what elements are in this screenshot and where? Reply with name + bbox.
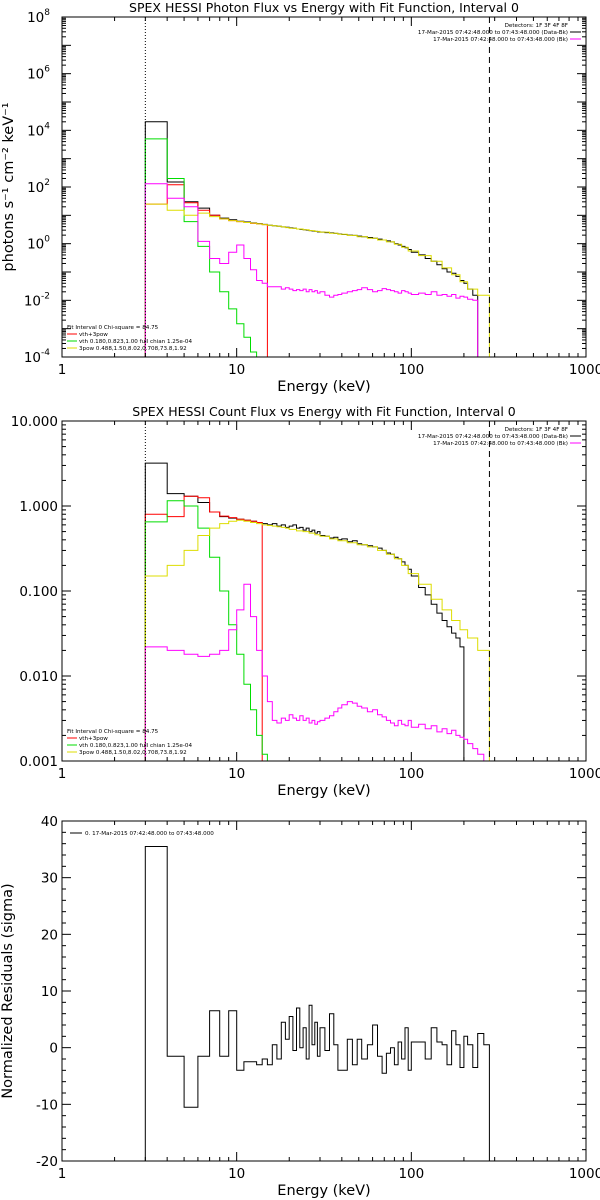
series-line-5: [144, 583, 490, 761]
y-tick-label: 100: [27, 235, 50, 253]
y-tick-label: 30: [41, 871, 58, 887]
y-axis-label: Normalized Residuals (sigma): [0, 883, 16, 1098]
y-tick-label: 0.100: [19, 584, 58, 600]
x-tick-label: 100: [398, 1166, 424, 1182]
tick-base: 10: [27, 10, 44, 26]
y-tick-label: 10.000: [11, 414, 58, 430]
legend-entry: 17-Mar-2015 07:42:48.000 to 07:43:48.000…: [418, 30, 568, 36]
legend-entry: 3pow 0.488,1.50,8.02,0.708,73.8,1.92: [79, 346, 187, 352]
x-axis-label: Energy (keV): [277, 1183, 370, 1199]
tick-exponent: -2: [41, 291, 50, 301]
tick-exponent: 4: [44, 121, 50, 131]
y-tick-label: 0: [49, 1041, 58, 1057]
y-tick-label: 0.010: [19, 669, 58, 685]
tick-exponent: 6: [44, 65, 50, 75]
y-tick-label: 108: [27, 8, 50, 26]
y-tick-label: 40: [41, 814, 58, 830]
panel-1: SPEX HESSI Photon Flux vs Energy with Fi…: [1, 0, 600, 395]
series-group: [144, 121, 490, 357]
legend-entry: Detectors: 1F 3F 4F 8F: [505, 23, 568, 29]
plot-frame: [61, 16, 587, 358]
y-tick-label: 20: [41, 927, 58, 943]
x-tick-label: 1: [58, 766, 67, 782]
y-tick-label: 102: [27, 178, 50, 196]
series-line-3: [144, 138, 258, 357]
tick-exponent: 8: [44, 8, 50, 18]
tick-base: 10: [24, 350, 41, 366]
y-tick-label: 10-4: [24, 348, 50, 366]
y-axis-label: photons s⁻¹ cm⁻² keV⁻¹: [1, 102, 17, 271]
legend-entry: 0. 17-Mar-2015 07:42:48.000 to 07:43:48.…: [85, 831, 214, 837]
series-line-1: [144, 846, 490, 1161]
panel-2: SPEX HESSI Count Flux vs Energy with Fit…: [11, 404, 600, 799]
x-tick-label: 100: [398, 362, 424, 378]
y-tick-label: -10: [36, 1097, 58, 1113]
x-tick-label: 1000: [569, 1166, 600, 1182]
series-line-5: [144, 183, 479, 357]
tick-base: 10: [27, 123, 44, 139]
panel-3: 1 10 100 1000 Energy (keV) -20 -10 0 10 20 30 40 Nor…: [0, 814, 600, 1199]
y-tick-label: -20: [36, 1154, 58, 1170]
x-tick-label: 10: [228, 1166, 245, 1182]
legend-entry: vth 0.180,0.823,1.00 full chian 1.25e-04: [79, 743, 192, 749]
y-tick-label: 10-2: [24, 291, 50, 309]
x-axis-label: Energy (keV): [277, 783, 370, 799]
y-tick-label: 104: [27, 121, 50, 139]
legend-entry: 17-Mar-2015 07:42:48.000 to 07:43:48.000…: [433, 441, 568, 447]
y-tick-label: 0.001: [19, 754, 58, 770]
plot-frame: [61, 420, 587, 762]
tick-base: 10: [27, 237, 44, 253]
legend-entry: Detectors: 1F 3F 4F 8F: [505, 427, 568, 433]
legend-entry: vth+3pow: [79, 736, 108, 742]
tick-exponent: 0: [44, 235, 50, 245]
plot-frame: [61, 820, 587, 1162]
legend-entry: 17-Mar-2015 07:42:48.000 to 07:43:48.000…: [433, 37, 568, 43]
x-axis-label: Energy (keV): [277, 379, 370, 395]
chart-title: SPEX HESSI Photon Flux vs Energy with Fi…: [129, 0, 519, 15]
series-line-1: [144, 462, 465, 761]
x-tick-label: 1000: [569, 766, 600, 782]
series-group: [144, 846, 490, 1161]
tick-base: 10: [24, 293, 41, 309]
tick-base: 10: [27, 180, 44, 196]
tick-base: 10: [27, 67, 44, 83]
series-line-4: [144, 519, 490, 761]
series-group: [144, 462, 490, 761]
legend-entry: vth 0.180,0.823,1.00 full chian 1.25e-04: [79, 339, 192, 345]
y-tick-label: 106: [27, 65, 50, 83]
x-tick-label: 1: [58, 362, 67, 378]
legend-entry: vth+3pow: [79, 332, 108, 338]
tick-exponent: 2: [44, 178, 50, 188]
x-tick-label: 100: [398, 766, 424, 782]
y-tick-label: 1.000: [19, 499, 58, 515]
series-line-4: [144, 203, 490, 357]
series-line-3: [144, 500, 277, 761]
y-tick-label: 10: [41, 984, 58, 1000]
tick-exponent: -4: [41, 348, 50, 358]
legend-entry: Fit Interval 0 Chi-square = 84.75: [67, 729, 159, 735]
series-line-2: [144, 184, 268, 357]
x-tick-label: 10: [228, 362, 245, 378]
legend-entry: 3pow 0.488,1.50,8.02,0.708,73.8,1.92: [79, 750, 187, 756]
x-tick-label: 1: [58, 1166, 67, 1182]
legend-entry: 17-Mar-2015 07:42:48.000 to 07:43:48.000…: [418, 434, 568, 440]
x-tick-label: 1000: [569, 362, 600, 378]
series-line-2: [144, 495, 263, 761]
chart-title: SPEX HESSI Count Flux vs Energy with Fit…: [132, 404, 515, 419]
x-tick-label: 10: [228, 766, 245, 782]
legend-entry: Fit Interval 0 Chi-square = 84.75: [67, 325, 159, 331]
series-line-1: [144, 121, 479, 357]
